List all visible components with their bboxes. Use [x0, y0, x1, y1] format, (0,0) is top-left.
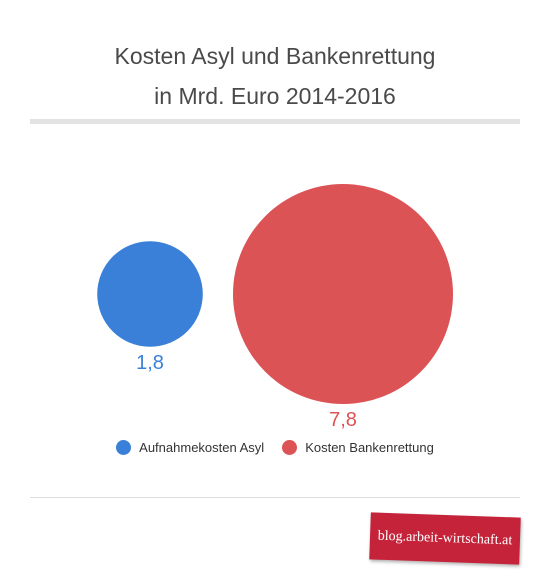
legend-label-bankenrettung: Kosten Bankenrettung: [305, 440, 434, 455]
chart-legend: Aufnahmekosten Asyl Kosten Bankenrettung: [0, 440, 550, 455]
chart-title-line-1: Kosten Asyl und Bankenrettung: [114, 43, 436, 69]
data-label-bankenrettung: 7,8: [329, 409, 357, 431]
legend-label-asyl: Aufnahmekosten Asyl: [139, 440, 265, 455]
title-divider: [30, 119, 520, 124]
legend-swatch-asyl: [116, 440, 132, 455]
bubble-aufnahmekosten-asyl: [97, 241, 203, 347]
legend-item-bankenrettung: Kosten Bankenrettung: [282, 440, 434, 455]
legend-swatch-bankenrettung: [282, 440, 298, 455]
chart-title-line-2: in Mrd. Euro 2014-2016: [154, 83, 396, 109]
footer-divider: [30, 497, 520, 498]
blog-badge: blog.arbeit-wirtschaft.at: [369, 512, 521, 565]
data-label-asyl: 1,8: [136, 352, 164, 374]
blog-badge-text: blog.arbeit-wirtschaft.at: [377, 528, 513, 549]
legend-item-asyl: Aufnahmekosten Asyl: [116, 440, 264, 455]
bubble-kosten-bankenrettung: [233, 184, 453, 404]
